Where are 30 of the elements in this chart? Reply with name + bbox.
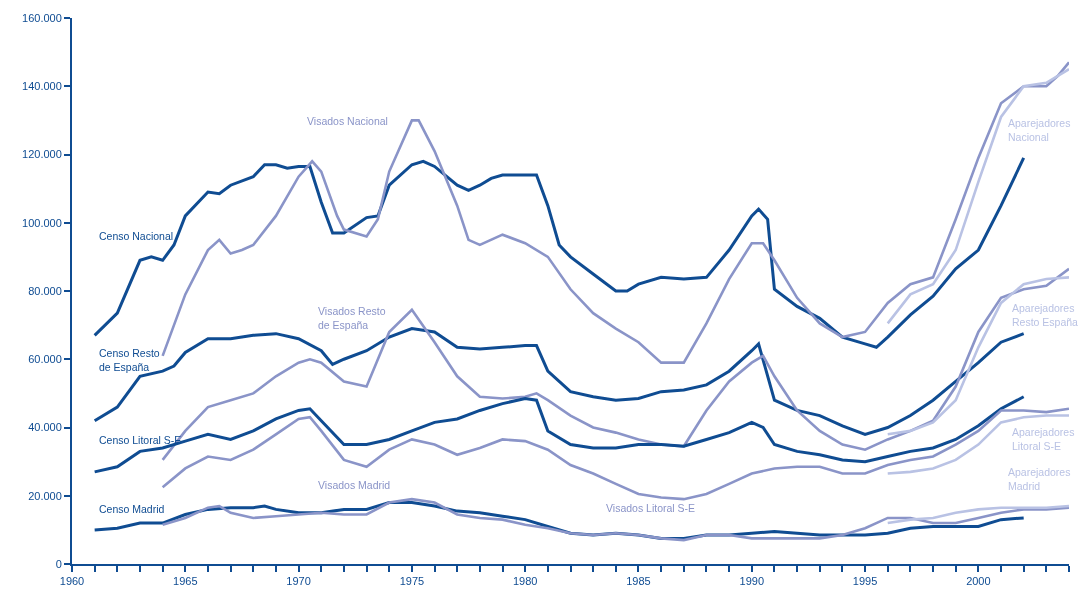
y-tick-label: 120.000 [22,148,62,161]
y-tick-label: 100.000 [22,216,62,229]
series-label: Visados Resto de España [318,305,386,331]
y-tick-label: 160.000 [22,11,62,24]
x-tick-label: 1995 [852,575,878,588]
line-series [886,504,1069,525]
x-tick-label: 2000 [966,575,991,588]
series-label: Censo Nacional [99,230,174,242]
series-label: Visados Litoral S-E [606,502,696,514]
x-tick-label: 1980 [512,575,538,588]
series-label: Censo Madrid [99,503,165,515]
x-tick-label: 1965 [173,575,198,588]
series-label: Visados Madrid [318,479,391,491]
x-tick-label: 1975 [399,575,425,588]
y-tick-label: 0 [55,557,62,570]
series-label: Aparejadores Resto España [1012,302,1079,328]
series-label: Censo Resto de España [99,347,160,373]
x-tick-label: 1970 [286,575,311,588]
x-tick-label: 1985 [626,575,651,588]
y-tick-label: 140.000 [22,80,62,93]
y-tick-label: 80.000 [28,284,62,297]
series-label: Visados Nacional [307,115,388,127]
series-label: Aparejadores Madrid [1008,466,1071,492]
series-label: Aparejadores Nacional [1008,117,1071,143]
y-tick-label: 20.000 [28,489,62,502]
y-tick-label: 60.000 [28,353,62,366]
series-label: Aparejadores Litoral S-E [1012,426,1075,452]
x-tick-label: 1990 [739,575,765,588]
y-tick-label: 40.000 [28,421,62,434]
x-tick-label: 1960 [59,575,85,588]
